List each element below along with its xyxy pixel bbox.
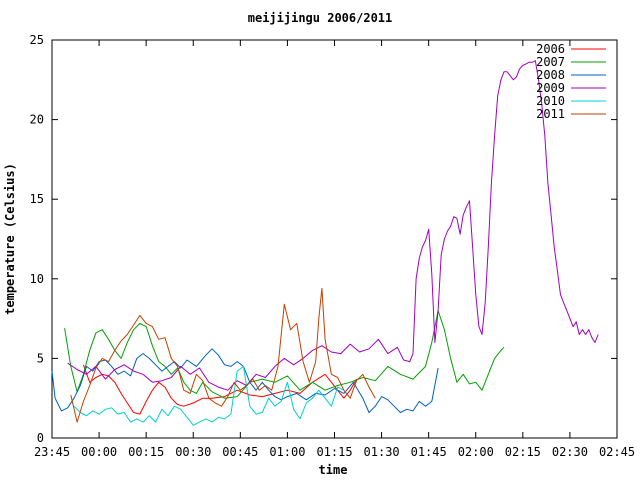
- legend-label-2010: 2010: [536, 94, 565, 108]
- series-line-2008: [51, 348, 439, 413]
- legend-label-2006: 2006: [536, 42, 565, 56]
- y-tick-label: 5: [37, 351, 44, 365]
- x-axis-label: time: [319, 463, 348, 477]
- x-tick-label: 23:45: [34, 445, 70, 459]
- chart-title: meijijingu 2006/2011: [248, 11, 393, 25]
- x-tick-label: 00:15: [128, 445, 164, 459]
- series-line-2009: [67, 60, 599, 391]
- x-tick-label: 02:45: [599, 445, 635, 459]
- y-tick-label: 15: [30, 192, 44, 206]
- legend-label-2007: 2007: [536, 55, 565, 69]
- y-tick-label: 10: [30, 272, 44, 286]
- x-tick-label: 02:00: [458, 445, 494, 459]
- x-tick-label: 01:45: [411, 445, 447, 459]
- y-axis-ticks: 0 5 10 15 20 25: [30, 33, 617, 445]
- legend-label-2011: 2011: [536, 107, 565, 121]
- series-line-2010: [73, 365, 345, 426]
- series-lines: [51, 60, 599, 426]
- x-tick-label: 01:00: [269, 445, 305, 459]
- x-tick-label: 01:30: [364, 445, 400, 459]
- y-tick-label: 25: [30, 33, 44, 47]
- legend-label-2009: 2009: [536, 81, 565, 95]
- x-tick-label: 00:00: [81, 445, 117, 459]
- x-tick-label: 01:15: [316, 445, 352, 459]
- x-tick-label: 00:30: [175, 445, 211, 459]
- legend-label-2008: 2008: [536, 68, 565, 82]
- x-axis-ticks: 23:45 00:00 00:15 00:30 00:45 01:00 01:15 01:30…: [34, 40, 635, 459]
- y-tick-label: 20: [30, 113, 44, 127]
- plot-frame: [51, 39, 618, 439]
- x-tick-label: 02:30: [552, 445, 588, 459]
- x-tick-label: 02:15: [505, 445, 541, 459]
- x-tick-label: 00:45: [222, 445, 258, 459]
- y-axis-label: temperature (Celsius): [3, 163, 17, 315]
- y-tick-label: 0: [37, 431, 44, 445]
- series-line-2007: [64, 310, 505, 399]
- series-line-2006: [82, 364, 357, 415]
- series-line-2011: [70, 287, 376, 423]
